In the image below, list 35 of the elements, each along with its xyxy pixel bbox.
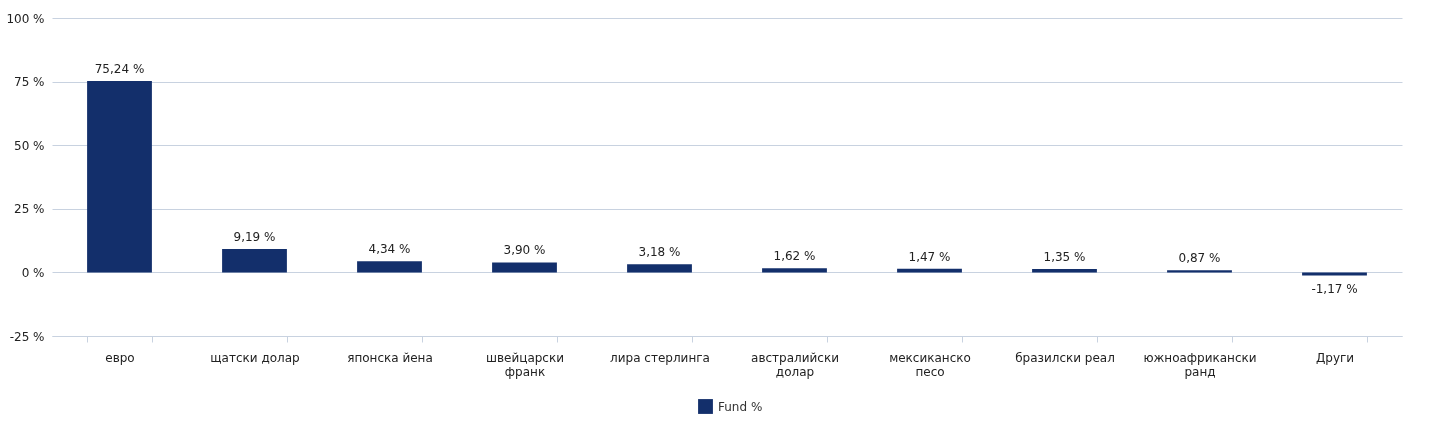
- y-tick-label: -25 %: [9, 329, 45, 344]
- data-label: 3,18 %: [638, 245, 681, 260]
- x-tick-label: мексиканско песо: [889, 350, 971, 379]
- bar: [222, 249, 287, 273]
- y-tick-label: 50 %: [14, 138, 45, 153]
- data-label: 9,19 %: [233, 230, 276, 245]
- x-tick-label: щатски долар: [210, 350, 300, 365]
- x-tick-label: бразилски реал: [1015, 350, 1115, 365]
- x-tick-label: японска йена: [347, 350, 433, 365]
- data-label: 0,87 %: [1178, 251, 1221, 266]
- y-tick-label: 25 %: [14, 202, 45, 217]
- bar: [762, 268, 827, 273]
- x-tick-label: Други: [1315, 350, 1355, 365]
- x-tick-label: австралийски долар: [751, 350, 839, 379]
- data-label: 1,47 %: [908, 249, 951, 264]
- bar: [627, 264, 692, 273]
- bar: [1167, 270, 1232, 273]
- x-tick-label: южноафрикански ранд: [1143, 350, 1257, 379]
- data-label: 3,90 %: [503, 243, 546, 258]
- y-tick-label: 0 %: [21, 265, 45, 280]
- legend-label: Fund %: [718, 399, 763, 414]
- x-tick-label: лира стерлинга: [610, 350, 710, 365]
- x-tick-label: швейцарски франк: [485, 350, 565, 379]
- x-tick-label: евро: [105, 350, 135, 365]
- bar: [357, 261, 422, 273]
- y-tick-label: 100 %: [6, 11, 45, 26]
- y-tick-label: 75 %: [14, 75, 45, 90]
- bar: [87, 80, 152, 273]
- bar: [492, 262, 557, 273]
- data-label: 75,24 %: [94, 61, 145, 76]
- data-label: 1,35 %: [1043, 249, 1086, 264]
- bar: [1302, 272, 1367, 276]
- data-label: -1,17 %: [1311, 282, 1358, 297]
- data-label: 4,34 %: [368, 242, 411, 257]
- data-label: 1,62 %: [773, 249, 816, 264]
